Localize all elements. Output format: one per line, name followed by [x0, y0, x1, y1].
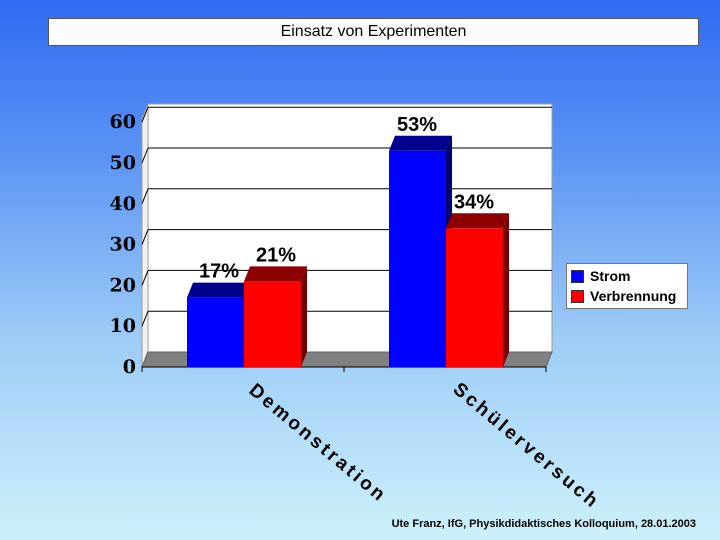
legend-label: Strom — [590, 268, 631, 284]
x-tick-label: Demonstration — [245, 380, 391, 507]
chart-title: Einsatz von Experimenten — [48, 18, 699, 46]
bar — [446, 228, 503, 367]
bar-top — [187, 282, 250, 298]
gridline-slant — [141, 107, 149, 123]
y-tick-label: 60 — [110, 111, 136, 133]
gridline-slant — [141, 188, 149, 204]
legend-swatch — [571, 289, 584, 303]
y-tick-label: 40 — [110, 193, 136, 215]
data-label: 21% — [256, 244, 296, 266]
chart-legend: Strom Verbrennung — [566, 263, 688, 309]
y-tick-label: 50 — [110, 152, 136, 174]
y-tick-label: 10 — [110, 315, 136, 337]
bar — [244, 281, 301, 367]
bar-top — [389, 135, 452, 151]
legend-label: Verbrennung — [590, 288, 677, 304]
bar-top — [244, 266, 307, 282]
bar — [187, 297, 244, 367]
side-wall — [141, 103, 149, 368]
bar-top — [446, 213, 509, 229]
y-tick-label: 30 — [110, 234, 136, 256]
data-label: 17% — [199, 261, 239, 283]
legend-item: Verbrennung — [571, 286, 687, 306]
legend-swatch — [571, 269, 584, 283]
data-label: 34% — [454, 191, 494, 213]
bar — [389, 150, 446, 367]
gridline-slant — [141, 270, 149, 286]
y-tick-label: 20 — [110, 274, 136, 296]
legend-item: Strom — [571, 266, 687, 286]
y-tick-label: 0 — [123, 356, 136, 378]
footer-credit: Ute Franz, IfG, Physikdidaktisches Kollo… — [391, 518, 696, 530]
gridline-slant — [141, 311, 149, 327]
bar-side — [503, 213, 509, 367]
x-tick-label: Schülerversuch — [449, 379, 604, 514]
gridline-slant — [141, 229, 149, 245]
gridline-slant — [141, 147, 149, 164]
bar-side — [301, 266, 307, 367]
data-label: 53% — [397, 114, 437, 136]
